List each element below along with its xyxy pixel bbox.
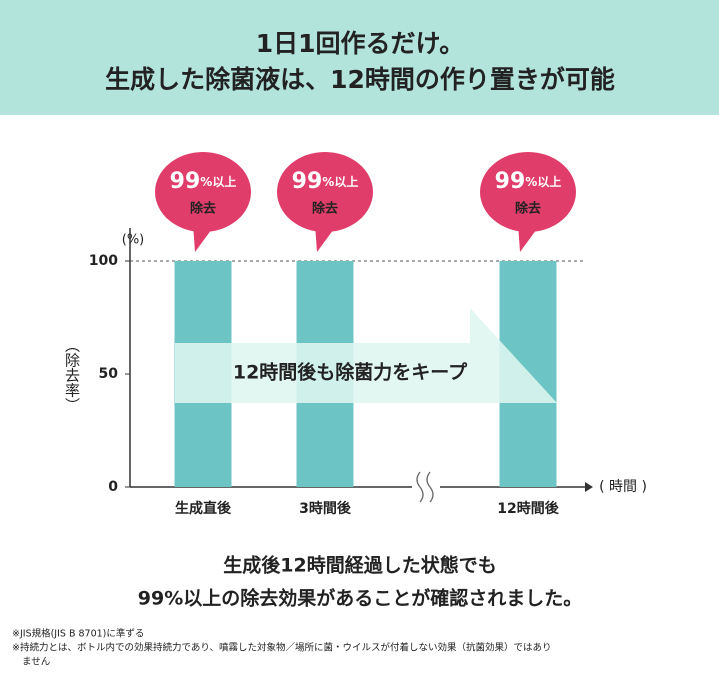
x-tick-label: 12時間後 xyxy=(497,500,559,517)
callout-text: 除去 xyxy=(190,201,216,217)
x-tick-label: 3時間後 xyxy=(299,500,352,517)
callout-text: 99%以上 xyxy=(170,169,237,194)
callout-bubble xyxy=(480,152,576,232)
header-background xyxy=(0,0,719,115)
note: ません xyxy=(22,657,50,668)
callout-number: 99 xyxy=(170,169,201,194)
callout-bubble xyxy=(277,152,373,232)
callout-unit: %以上 xyxy=(322,174,358,189)
y-tick-label: 100 xyxy=(89,253,118,269)
callout-text: 99%以上 xyxy=(292,169,359,194)
x-tick-label: 生成直後 xyxy=(175,500,232,517)
y-tick-label: 0 xyxy=(108,479,118,495)
callout-unit: %以上 xyxy=(525,174,561,189)
header-line: 1日1回作るだけ。 xyxy=(256,29,465,58)
y-tick-label: 50 xyxy=(99,366,119,382)
note: ※JIS規格(JIS B 8701)に準ずる xyxy=(12,628,144,640)
note: ※持続力とは、ボトル内での効果持続力であり、噴霧した対象物／場所に菌・ウイルスが… xyxy=(12,642,552,654)
callout-bubble xyxy=(155,152,251,232)
callout-number: 99 xyxy=(292,169,323,194)
callout-text: 除去 xyxy=(312,201,338,217)
y-unit: (%) xyxy=(122,233,145,248)
footer-line: 99%以上の除去効果があることが確認されました。 xyxy=(138,587,582,610)
x-axis-label: ( 時間 ) xyxy=(599,479,647,495)
callout-text: 99%以上 xyxy=(495,169,562,194)
arrow-text: 12時間後も除菌力をキープ xyxy=(233,361,468,384)
callout-number: 99 xyxy=(495,169,526,194)
arrow xyxy=(175,308,557,403)
footer-line: 生成後12時間経過した状態でも xyxy=(223,554,496,577)
x-axis-arrow xyxy=(585,482,593,492)
axis-break xyxy=(416,471,434,503)
callout-unit: %以上 xyxy=(200,174,236,189)
callout-text: 除去 xyxy=(515,201,541,217)
header-line: 生成した除菌液は、12時間の作り置きが可能 xyxy=(105,65,615,94)
y-axis-label: （除去率） xyxy=(63,338,81,413)
